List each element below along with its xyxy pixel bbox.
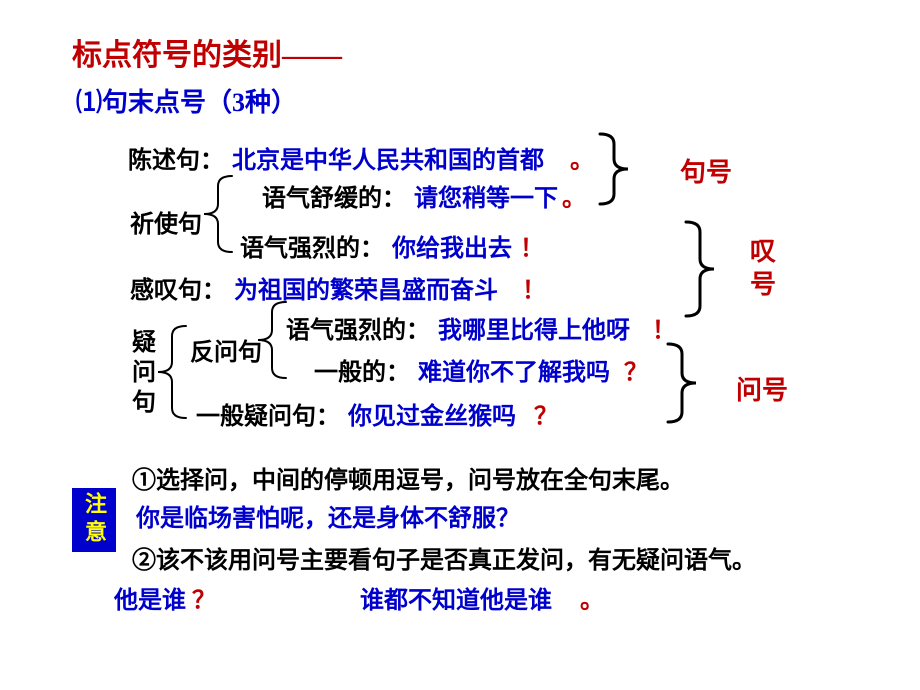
brackets-layer bbox=[0, 0, 920, 690]
